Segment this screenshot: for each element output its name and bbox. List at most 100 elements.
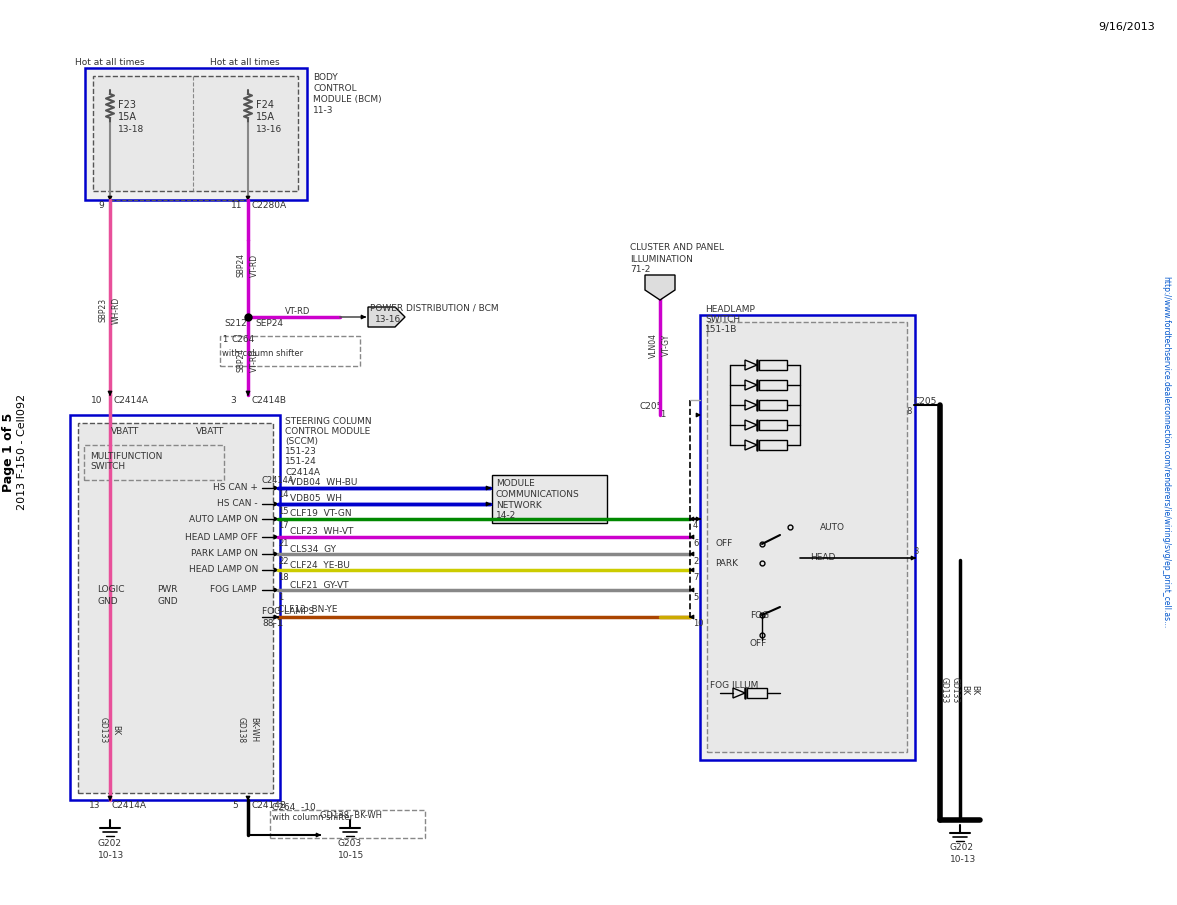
Text: FOG: FOG <box>750 611 769 620</box>
Text: Hot at all times: Hot at all times <box>75 59 145 68</box>
Text: 14-2: 14-2 <box>496 510 517 519</box>
Text: http://www.fordtechservice.dealerconnection.com/renderers/ie/wiring/svg/ep_print: http://www.fordtechservice.dealerconnect… <box>1162 276 1170 628</box>
Text: 1: 1 <box>660 411 665 420</box>
Text: 21: 21 <box>278 539 288 548</box>
Text: CLS34  GY: CLS34 GY <box>290 545 335 554</box>
Text: VT-RD: VT-RD <box>285 308 311 317</box>
Text: G202: G202 <box>950 843 975 853</box>
Text: HEADLAMP: HEADLAMP <box>705 304 754 313</box>
Bar <box>78 423 273 793</box>
Text: CONTROL MODULE: CONTROL MODULE <box>285 427 371 436</box>
Text: CLF19  VT-GN: CLF19 VT-GN <box>290 510 352 519</box>
Text: 71-2: 71-2 <box>630 265 651 274</box>
Text: COMMUNICATIONS: COMMUNICATIONS <box>496 491 580 500</box>
Text: C205: C205 <box>913 397 937 406</box>
Text: HEAD LAMP OFF: HEAD LAMP OFF <box>185 532 258 541</box>
Text: C2280A: C2280A <box>252 202 287 211</box>
Text: C2414A: C2414A <box>112 802 147 811</box>
Bar <box>93 76 298 191</box>
Text: GND: GND <box>157 596 178 605</box>
Text: C264: C264 <box>232 336 255 345</box>
Text: SWITCH: SWITCH <box>89 462 125 472</box>
Text: 1: 1 <box>278 593 284 602</box>
Text: BK: BK <box>960 685 970 695</box>
Bar <box>85 68 307 200</box>
Text: 151-1B: 151-1B <box>705 325 737 334</box>
Bar <box>700 315 915 760</box>
Text: C2414A: C2414A <box>285 469 320 478</box>
Text: 13-16: 13-16 <box>257 126 282 135</box>
Text: BK-WH: BK-WH <box>250 718 259 743</box>
Bar <box>707 322 907 752</box>
Bar <box>759 360 787 370</box>
Text: WH-RD: WH-RD <box>112 296 120 324</box>
Text: CLF12  BN-YE: CLF12 BN-YE <box>278 605 338 614</box>
Bar <box>220 336 360 366</box>
Text: 3: 3 <box>913 548 918 557</box>
Text: 14: 14 <box>278 491 288 500</box>
Text: OFF: OFF <box>714 539 732 548</box>
Text: C2414B: C2414B <box>252 396 287 405</box>
Text: CONTROL: CONTROL <box>313 84 357 93</box>
Text: MULTIFUNCTION: MULTIFUNCTION <box>89 452 162 462</box>
Text: 9: 9 <box>98 202 104 211</box>
Text: 2013 F-150 - Cell092: 2013 F-150 - Cell092 <box>16 394 27 510</box>
Text: MODULE: MODULE <box>496 480 534 489</box>
Text: FOG ILLUM: FOG ILLUM <box>710 681 758 690</box>
Text: F23: F23 <box>118 100 137 110</box>
Text: 6: 6 <box>693 539 698 548</box>
Text: 151-24: 151-24 <box>285 458 317 466</box>
Text: ILLUMINATION: ILLUMINATION <box>630 254 693 263</box>
Text: Hot at all times: Hot at all times <box>211 59 280 68</box>
Text: PARK: PARK <box>714 558 738 567</box>
Bar <box>759 400 787 410</box>
Text: 5: 5 <box>693 593 698 602</box>
Text: AUTO LAMP ON: AUTO LAMP ON <box>189 515 258 523</box>
Text: 13-18: 13-18 <box>118 126 145 135</box>
Text: NETWORK: NETWORK <box>496 501 541 510</box>
Text: 11: 11 <box>231 202 242 211</box>
Text: C205: C205 <box>640 403 664 412</box>
Text: 10-15: 10-15 <box>338 851 364 860</box>
Text: STEERING COLUMN: STEERING COLUMN <box>285 417 372 426</box>
Text: SEP24: SEP24 <box>255 319 282 328</box>
Text: 10-13: 10-13 <box>98 851 125 860</box>
Text: CLUSTER AND PANEL: CLUSTER AND PANEL <box>630 243 724 252</box>
Bar <box>759 440 787 450</box>
Text: G202: G202 <box>98 839 122 847</box>
Bar <box>69 415 280 800</box>
Text: C2414A: C2414A <box>262 477 294 485</box>
Text: G203: G203 <box>338 839 363 847</box>
Text: with column shifter: with column shifter <box>272 814 353 823</box>
Text: 13: 13 <box>88 802 100 811</box>
Text: C2414B: C2414B <box>252 802 287 811</box>
Bar <box>747 688 767 698</box>
Text: S212: S212 <box>224 319 247 328</box>
Text: VT-RD: VT-RD <box>250 253 259 277</box>
Text: 9/16/2013: 9/16/2013 <box>1098 22 1155 32</box>
Text: 1: 1 <box>222 336 227 345</box>
Text: BK: BK <box>112 725 120 735</box>
Text: VDB05  WH: VDB05 WH <box>290 494 343 503</box>
Text: F24: F24 <box>257 100 274 110</box>
Text: MODULE (BCM): MODULE (BCM) <box>313 96 381 104</box>
Polygon shape <box>368 307 405 327</box>
Text: 15A: 15A <box>118 112 137 122</box>
Bar <box>759 380 787 390</box>
Text: OFF: OFF <box>750 640 767 649</box>
Text: BODY: BODY <box>313 73 338 82</box>
Text: 17: 17 <box>278 521 288 530</box>
Text: 10: 10 <box>91 396 102 405</box>
Text: 4: 4 <box>693 521 698 530</box>
Text: (SCCM): (SCCM) <box>285 437 318 446</box>
Text: HS CAN -: HS CAN - <box>218 500 258 509</box>
Text: 22: 22 <box>278 557 288 566</box>
Bar <box>759 420 787 430</box>
Text: GD138  BK-WH: GD138 BK-WH <box>320 812 383 821</box>
Text: VLN04: VLN04 <box>649 332 658 357</box>
Text: AUTO: AUTO <box>820 522 845 531</box>
Text: CLF24  YE-BU: CLF24 YE-BU <box>290 560 350 569</box>
Text: FOG LAMP: FOG LAMP <box>210 586 257 595</box>
Text: 8: 8 <box>906 407 911 416</box>
Text: LOGIC: LOGIC <box>97 586 125 595</box>
